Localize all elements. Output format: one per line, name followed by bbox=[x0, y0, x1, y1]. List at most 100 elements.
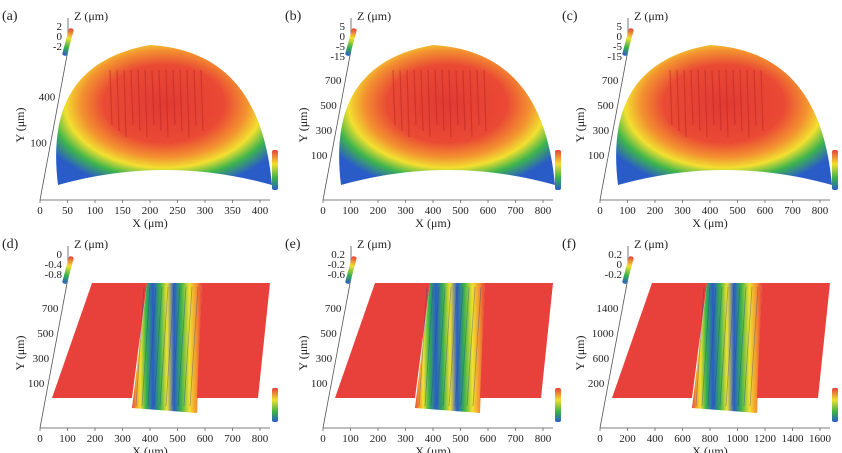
groove-ridge bbox=[707, 286, 717, 407]
groove-ridge bbox=[454, 286, 464, 407]
z-axis-label: Z (μm) bbox=[357, 237, 391, 251]
z-tick-label: -2 bbox=[53, 41, 62, 53]
x-tick-label: 400 bbox=[425, 433, 442, 445]
y-tick-label: 200 bbox=[588, 378, 605, 390]
z-axis-label: Z (μm) bbox=[634, 9, 668, 23]
y-tick-label: 100 bbox=[30, 138, 47, 150]
x-tick-label: 300 bbox=[397, 205, 414, 217]
surface-streak bbox=[739, 69, 743, 132]
y-tick-label: 400 bbox=[39, 92, 56, 104]
x-tick-label: 100 bbox=[342, 433, 359, 445]
panel-label: (d) bbox=[2, 237, 19, 252]
z-tick-label: 0 bbox=[617, 31, 623, 43]
surface-streak bbox=[144, 69, 148, 138]
groove-ridge bbox=[701, 286, 711, 407]
x-tick-label: 300 bbox=[114, 433, 131, 445]
left-plateau bbox=[612, 283, 707, 398]
y-axis-label: Y (μm) bbox=[573, 336, 587, 371]
panel-label: (b) bbox=[285, 9, 302, 24]
z-tick-label: 2 bbox=[57, 21, 63, 33]
z-tick-label: -15 bbox=[607, 51, 622, 63]
surface-streak bbox=[200, 69, 204, 132]
x-tick-label: 100 bbox=[619, 205, 636, 217]
groove-ridge bbox=[418, 286, 428, 407]
surface-streak bbox=[116, 69, 120, 132]
surface-streak bbox=[732, 69, 736, 126]
surface-streak bbox=[151, 69, 155, 126]
right-plateau bbox=[757, 283, 830, 398]
surface-streak bbox=[683, 69, 687, 138]
groove-ridge bbox=[171, 286, 181, 407]
y-axis-label: Y (μm) bbox=[13, 336, 27, 371]
dome-surface bbox=[339, 45, 555, 185]
x-tick-label: 0 bbox=[320, 205, 326, 217]
y-axis-label: Y (μm) bbox=[13, 108, 27, 143]
x-axis-label: X (μm) bbox=[132, 216, 167, 230]
surface-streak bbox=[193, 69, 197, 126]
x-tick-label: 600 bbox=[757, 205, 774, 217]
surface-streak bbox=[483, 69, 487, 132]
surface-streak bbox=[746, 69, 750, 138]
surface-streak bbox=[130, 69, 134, 126]
y-tick-label: 100 bbox=[28, 378, 45, 390]
groove-ridge bbox=[141, 286, 151, 407]
x-tick-label: 800 bbox=[535, 433, 552, 445]
groove-ridge bbox=[430, 286, 440, 407]
groove-ridge bbox=[713, 286, 723, 407]
surface-streak bbox=[448, 69, 452, 138]
groove-ridge bbox=[159, 286, 169, 407]
surface-streak bbox=[434, 69, 438, 126]
z-tick-label: -5 bbox=[613, 41, 623, 53]
groove-ridge bbox=[436, 286, 446, 407]
x-tick-label: 800 bbox=[702, 433, 719, 445]
x-tick-label: 0 bbox=[37, 205, 43, 217]
groove-ridge bbox=[135, 286, 145, 407]
surface-streak bbox=[420, 69, 424, 132]
groove-ridge bbox=[472, 286, 482, 407]
x-tick-label: 0 bbox=[597, 433, 603, 445]
groove-ridge bbox=[442, 286, 452, 407]
groove-ridge bbox=[165, 286, 175, 407]
x-tick-label: 300 bbox=[197, 205, 214, 217]
x-tick-label: 350 bbox=[224, 205, 241, 217]
surface-streak bbox=[441, 69, 445, 132]
x-axis-label: X (μm) bbox=[692, 444, 727, 453]
x-tick-label: 200 bbox=[647, 205, 664, 217]
surface-streak bbox=[186, 69, 190, 138]
x-tick-label: 700 bbox=[507, 205, 524, 217]
z-tick-label: 5 bbox=[340, 21, 346, 33]
x-tick-label: 500 bbox=[729, 205, 746, 217]
surface-streak bbox=[165, 69, 169, 138]
groove-ridge bbox=[743, 286, 753, 407]
right-plateau bbox=[197, 283, 270, 398]
groove-ridge bbox=[177, 286, 187, 407]
surface-streak bbox=[462, 69, 466, 132]
y-tick-label: 700 bbox=[325, 75, 342, 87]
groove-ridge bbox=[725, 286, 735, 407]
dome-surface bbox=[616, 45, 832, 185]
x-tick-label: 200 bbox=[619, 433, 636, 445]
x-tick-label: 0 bbox=[37, 433, 43, 445]
y-tick-label: 700 bbox=[325, 303, 342, 315]
surface-streak bbox=[718, 69, 722, 132]
x-tick-label: 1400 bbox=[782, 433, 805, 445]
x-axis-label: X (μm) bbox=[415, 216, 450, 230]
z-tick-label: -0.6 bbox=[328, 269, 346, 281]
groove-ridge bbox=[749, 286, 759, 407]
x-tick-label: 400 bbox=[142, 433, 159, 445]
x-tick-label: 700 bbox=[507, 433, 524, 445]
y-tick-label: 500 bbox=[37, 328, 54, 340]
y-tick-label: 100 bbox=[588, 150, 605, 162]
groove-ridge bbox=[731, 286, 741, 407]
trench-groove bbox=[132, 283, 202, 413]
y-axis-line bbox=[599, 277, 629, 429]
surface-streak bbox=[123, 69, 127, 138]
trench-groove bbox=[692, 283, 762, 413]
z-axis-label: Z (μm) bbox=[74, 237, 108, 251]
z-colorbar bbox=[345, 256, 357, 284]
y-tick-label: 600 bbox=[593, 353, 610, 365]
x-tick-label: 200 bbox=[370, 433, 387, 445]
x-tick-label: 100 bbox=[59, 433, 76, 445]
z-tick-label: -5 bbox=[336, 41, 346, 53]
y-tick-label: 100 bbox=[311, 150, 328, 162]
